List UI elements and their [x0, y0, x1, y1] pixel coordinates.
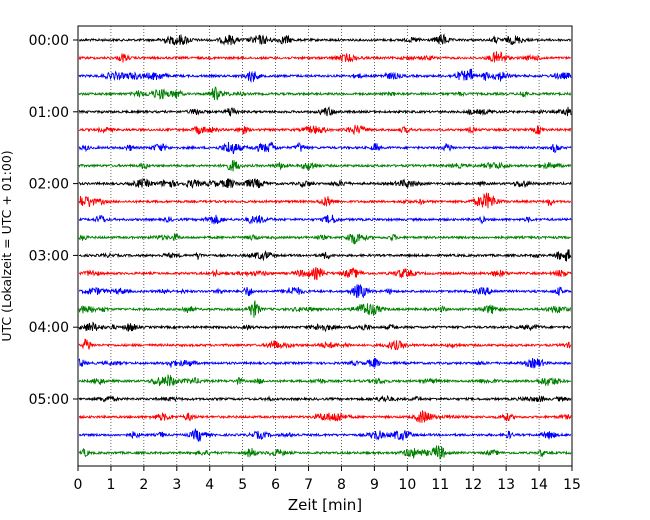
- x-tick-label: 8: [337, 477, 346, 493]
- seismogram-trace: [78, 33, 572, 46]
- seismogram-trace: [78, 394, 572, 403]
- seismogram-trace: [78, 68, 572, 84]
- seismogram-trace: [78, 410, 572, 423]
- seismogram-trace: [78, 51, 572, 63]
- x-tick-label: 11: [431, 477, 449, 493]
- seismogram-trace: [78, 284, 572, 299]
- seismogram-trace: [78, 160, 572, 172]
- x-tick-label: 7: [304, 477, 313, 493]
- seismogram-trace: [78, 141, 572, 155]
- x-tick-label: 9: [370, 477, 379, 493]
- y-axis-label: UTC (Lokalzeit = UTC + 01:00): [0, 150, 14, 341]
- seismogram-trace: [78, 374, 572, 387]
- seismogram-trace: [78, 86, 571, 101]
- seismogram-trace: [78, 232, 572, 245]
- x-tick-label: 2: [139, 477, 148, 493]
- seismogram-trace: [78, 266, 572, 281]
- y-tick-label: 01:00: [29, 105, 69, 121]
- y-tick-label: 03:00: [29, 248, 69, 264]
- seismogram-trace: [78, 124, 572, 136]
- seismogram-trace: [78, 249, 572, 262]
- x-tick-label: 15: [563, 477, 581, 493]
- x-tick-label: 10: [398, 477, 416, 493]
- y-tick-label: 04:00: [29, 320, 69, 336]
- seismogram-trace: [78, 300, 572, 318]
- x-tick-label: 14: [530, 477, 548, 493]
- y-axis: 00:00 01:00 02:00 03:00 04:00 05:00: [29, 33, 78, 408]
- x-tick-label: 13: [497, 477, 515, 493]
- minute-grid: [110, 26, 540, 466]
- seismogram-trace: [78, 214, 572, 225]
- plot-frame: [77, 25, 573, 467]
- seismogram-trace: [78, 357, 572, 369]
- y-tick-label: 02:00: [29, 177, 69, 193]
- x-tick-label: 1: [106, 477, 115, 493]
- seismogram-trace: [78, 192, 572, 209]
- x-tick-label: 0: [74, 477, 83, 493]
- x-tick-label: 4: [205, 477, 214, 493]
- seismogram-trace: [78, 445, 572, 460]
- x-axis-label: Zeit [min]: [288, 496, 362, 514]
- seismogram-traces: [78, 33, 572, 460]
- seismogram-trace: [78, 177, 572, 189]
- x-axis: 0 1 2 3 4 5 6 7 8 9 10 11 12 13 14 15: [74, 466, 581, 493]
- x-tick-label: 6: [271, 477, 280, 493]
- seismogram-trace: [78, 338, 572, 351]
- y-tick-label: 05:00: [29, 392, 69, 408]
- seismogram-trace: [78, 321, 572, 333]
- seismogram-trace: [78, 106, 572, 117]
- x-tick-label: 5: [238, 477, 247, 493]
- seismogram-trace: [78, 428, 572, 443]
- y-tick-label: 00:00: [29, 33, 69, 49]
- x-tick-label: 3: [172, 477, 181, 493]
- x-tick-label: 12: [464, 477, 482, 493]
